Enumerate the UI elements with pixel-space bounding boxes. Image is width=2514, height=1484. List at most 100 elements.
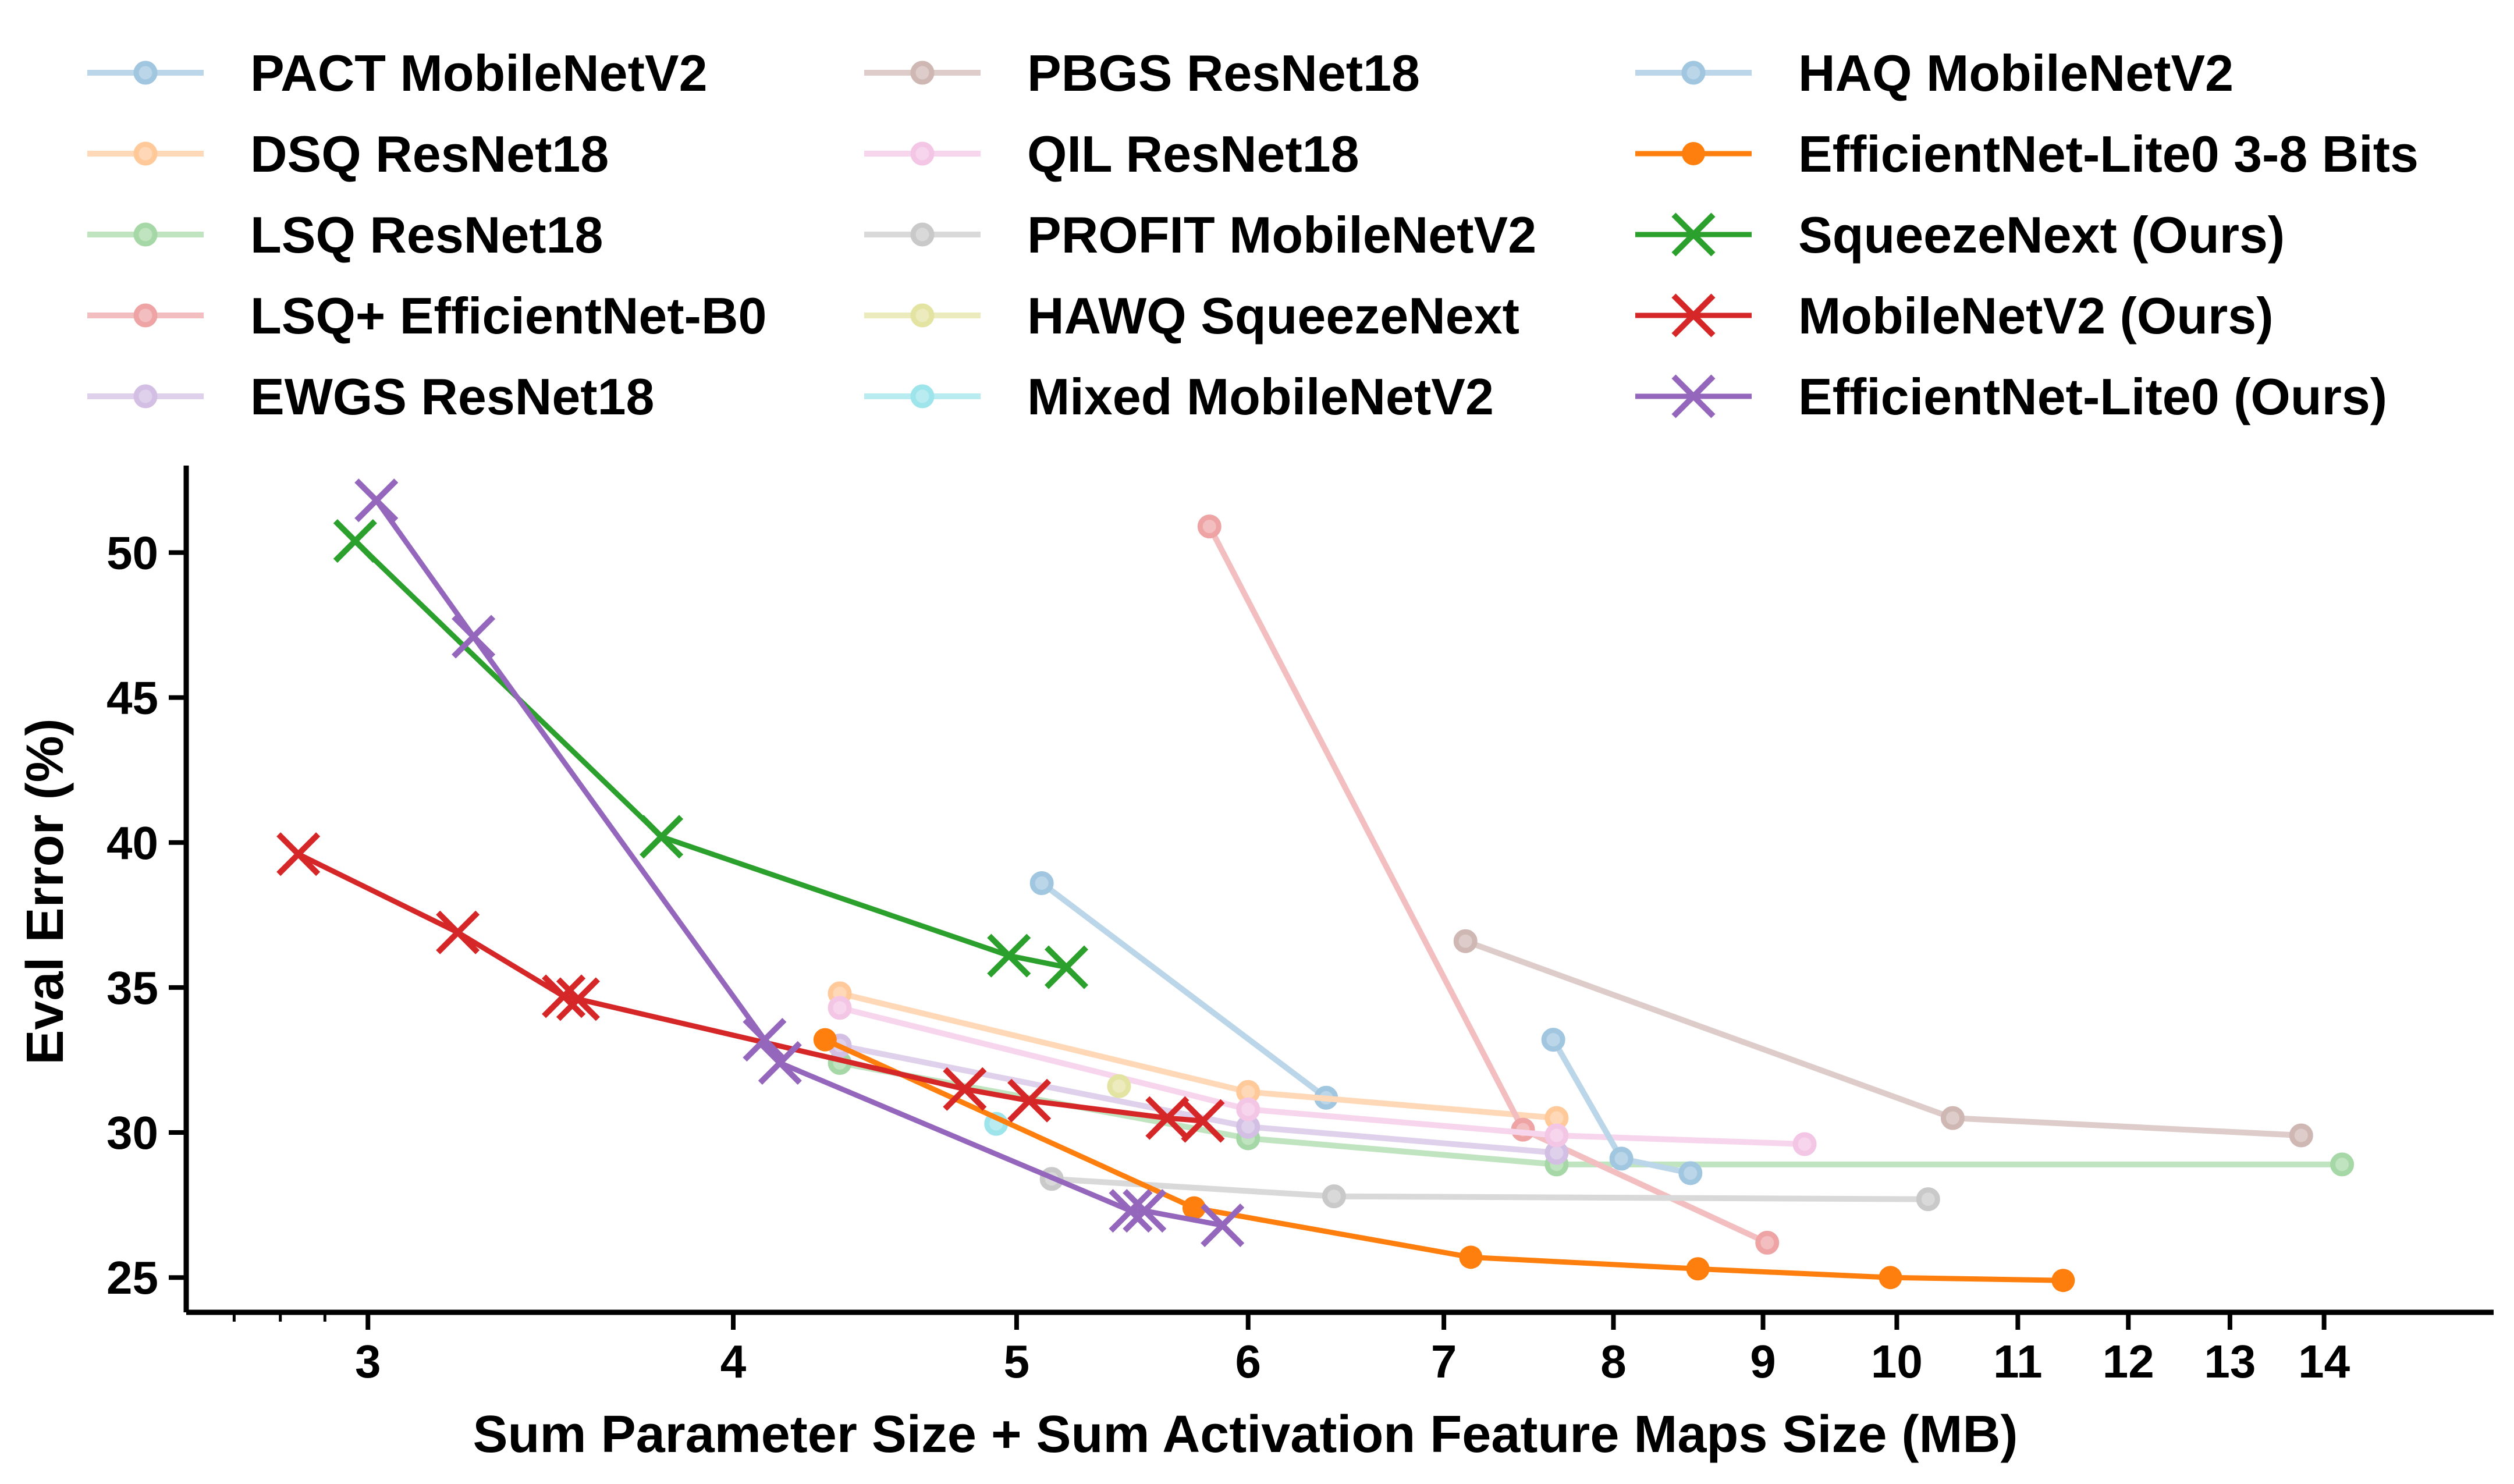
series-layer [276,478,2355,1293]
point-haq-mobilenetv2-1 [1609,1146,1634,1171]
y-tick-label-30: 30 [106,1107,158,1159]
point-qil-resnet18-0 [828,996,852,1020]
point-squeezenext-ours-2 [987,933,1031,978]
legend-label-dsq-resnet18: DSQ ResNet18 [250,125,609,183]
legend-label-pbgs-resnet18: PBGS ResNet18 [1027,44,1420,102]
y-tick-label-35: 35 [106,962,158,1014]
legend-marker-dsq-resnet18 [133,141,158,166]
legend-marker-qil-resnet18 [910,141,935,166]
point-profit-mobilenetv2-1 [1322,1184,1346,1209]
series-line-squeezenext-ours [352,538,1069,970]
x-tick-label-12: 12 [2103,1336,2154,1387]
legend-label-efficientnet-lite0-ours: EfficientNet-Lite0 (Ours) [1798,368,2387,425]
legend-item-mobilenetv2-ours: MobileNetV2 (Ours) [1635,287,2274,345]
point-efficientnet-lite0-3-8-bits-2 [1459,1245,1483,1269]
legend-label-pact-mobilenetv2: PACT MobileNetV2 [250,44,708,102]
series-line-mobilenetv2-ours [296,851,1206,1124]
legend-label-mobilenetv2-ours: MobileNetV2 (Ours) [1798,287,2274,345]
point-pbgs-resnet18-2 [2289,1123,2313,1148]
legend-label-hawq-squeezenext: HAWQ SqueezeNext [1027,287,1519,345]
point-efficientnet-lite0-ours-1 [452,615,496,659]
legend-item-mixed-mobilenetv2: Mixed MobileNetV2 [864,368,1494,425]
point-efficientnet-lite0-3-8-bits-0 [813,1028,837,1052]
point-efficientnet-lite0-ours-4 [1109,1189,1153,1233]
point-mobilenetv2-ours-5 [1007,1078,1052,1123]
legend-label-profit-mobilenetv2: PROFIT MobileNetV2 [1027,206,1536,264]
legend-item-ewgs-resnet18: EWGS ResNet18 [87,368,654,425]
legend-marker-squeezenext-ours [1671,212,1716,257]
series-efficientnet-lite0-ours [354,478,1245,1248]
point-mobilenetv2-ours-3 [556,977,600,1021]
point-efficientnet-lite0-ours-6 [1201,1203,1245,1248]
x-tick-label-8: 8 [1600,1336,1627,1387]
x-tick-label-3: 3 [355,1336,381,1387]
point-qil-resnet18-3 [1792,1132,1817,1156]
legend-marker-pact-mobilenetv2 [133,61,158,85]
point-efficientnet-lite0-3-8-bits-5 [2051,1269,2075,1293]
point-efficientnet-lite0-ours-5 [1123,1189,1167,1233]
x-tick-label-5: 5 [1004,1336,1030,1387]
series-lsq-resnet18 [828,1050,2355,1177]
legend-marker-mixed-mobilenetv2 [910,384,935,409]
legend-item-hawq-squeezenext: HAWQ SqueezeNext [864,287,1519,345]
y-tick-label-50: 50 [106,527,158,578]
point-hawq-squeezenext-0 [1107,1074,1131,1098]
legend-marker-lsq-resnet18 [133,222,158,247]
series-qil-resnet18 [828,996,1817,1156]
point-lsq-efficientnet-b0-0 [1197,514,1222,539]
legend-item-pact-mobilenetv2: PACT MobileNetV2 [87,44,708,102]
legend-label-qil-resnet18: QIL ResNet18 [1027,125,1359,183]
legend-label-haq-mobilenetv2: HAQ MobileNetV2 [1798,44,2234,102]
point-lsq-resnet18-3 [2330,1152,2355,1177]
y-axis-title: Eval Error (%) [16,718,74,1064]
series-squeezenext-ours [333,519,1089,989]
point-efficientnet-lite0-3-8-bits-4 [1879,1266,1902,1290]
x-tick-label-13: 13 [2204,1336,2256,1387]
legend-label-ewgs-resnet18: EWGS ResNet18 [250,368,654,425]
legend-marker-efficientnet-lite0-3-8-bits [1682,142,1705,165]
series-hawq-squeezenext [1107,1074,1131,1098]
point-lsq-efficientnet-b0-2 [1755,1230,1780,1255]
point-mobilenetv2-ours-0 [276,832,321,876]
y-tick-label-25: 25 [106,1252,158,1304]
legend-marker-mobilenetv2-ours [1671,293,1716,338]
point-efficientnet-lite0-ours-2 [743,1018,787,1062]
series-line-efficientnet-lite0-ours [374,498,1226,1228]
x-tick-label-10: 10 [1871,1336,1923,1387]
point-profit-mobilenetv2-2 [1916,1187,1940,1212]
legend-item-pbgs-resnet18: PBGS ResNet18 [864,44,1420,102]
y-tick-label-40: 40 [106,817,158,869]
x-tick-label-9: 9 [1750,1336,1776,1387]
x-tick-label-4: 4 [720,1336,747,1387]
series-pact-mobilenetv2 [1029,871,1338,1110]
series-line-lsq-efficientnet-b0 [1206,523,1770,1246]
point-qil-resnet18-2 [1544,1123,1569,1148]
legend-label-squeezenext-ours: SqueezeNext (Ours) [1798,206,2285,264]
point-pact-mobilenetv2-0 [1029,871,1054,896]
point-qil-resnet18-1 [1236,1097,1260,1121]
legend-item-efficientnet-lite0-ours: EfficientNet-Lite0 (Ours) [1635,368,2387,425]
legend-label-lsq-resnet18: LSQ ResNet18 [250,206,603,264]
legend-marker-ewgs-resnet18 [133,384,158,409]
point-squeezenext-ours-3 [1044,945,1089,989]
y-tick-label-45: 45 [106,672,158,724]
legend-item-profit-mobilenetv2: PROFIT MobileNetV2 [864,206,1536,264]
point-squeezenext-ours-0 [333,519,377,563]
legend-marker-profit-mobilenetv2 [910,222,935,247]
legend-marker-lsq-efficientnet-b0 [133,303,158,328]
x-tick-label-14: 14 [2298,1336,2350,1387]
point-squeezenext-ours-1 [640,815,684,859]
legend: PACT MobileNetV2 DSQ ResNet18 LSQ ResNet18… [87,44,2419,425]
x-tick-label-6: 6 [1235,1336,1262,1387]
x-axis-title: Sum Parameter Size + Sum Activation Feat… [473,1405,2018,1464]
legend-label-lsq-efficientnet-b0: LSQ+ EfficientNet-B0 [250,287,766,345]
point-pbgs-resnet18-1 [1940,1106,1965,1130]
x-tick-label-7: 7 [1431,1336,1457,1387]
legend-item-squeezenext-ours: SqueezeNext (Ours) [1635,206,2285,264]
series-haq-mobilenetv2 [1541,1028,1703,1185]
series-line-profit-mobilenetv2 [1049,1176,1931,1202]
series-line-efficientnet-lite0-3-8-bits [822,1037,2066,1283]
point-mobilenetv2-ours-1 [436,910,480,954]
